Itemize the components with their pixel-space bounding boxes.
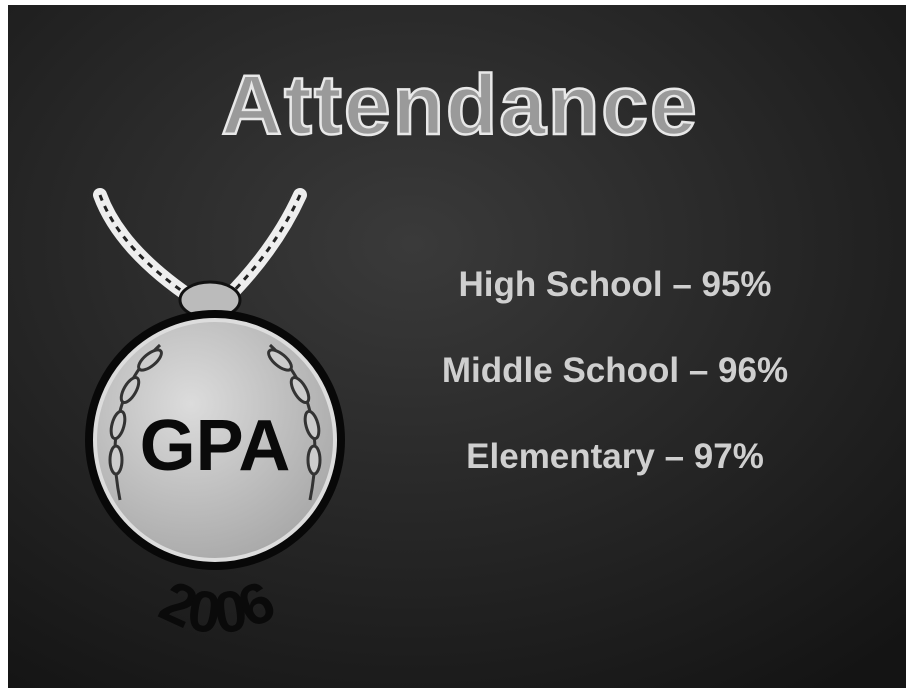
attendance-list: High School – 95% Middle School – 96% Elem… [442, 265, 788, 476]
slide-title: Attendance [221, 58, 698, 152]
medal-face [93, 318, 337, 562]
attendance-item: Middle School – 96% [442, 351, 788, 390]
laurels [108, 343, 322, 501]
medal-label: GPA [140, 406, 291, 486]
medal-year-path: 2006 [150, 568, 284, 646]
attendance-item: High School – 95% [458, 265, 771, 304]
medal-year: 2006 [150, 568, 284, 646]
rope-twist [98, 194, 302, 302]
attendance-item: Elementary – 97% [466, 437, 764, 476]
medal: GPA 2006 [85, 188, 345, 647]
